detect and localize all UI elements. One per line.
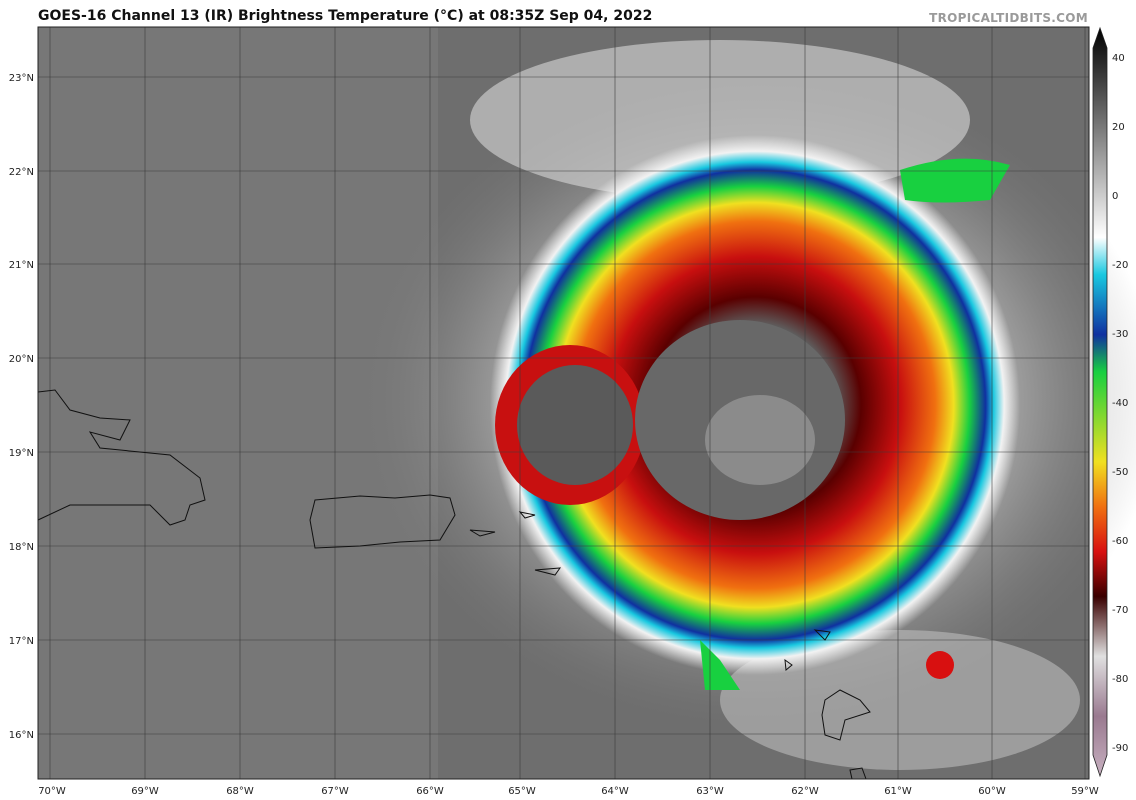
lat-label: 16°N xyxy=(9,730,34,741)
colorbar-tick-label: -80 xyxy=(1112,674,1128,685)
guadeloupe xyxy=(821,689,871,741)
colorbar-tick-label: -20 xyxy=(1112,260,1128,271)
lon-label: 68°W xyxy=(226,786,254,797)
lon-label: 66°W xyxy=(416,786,444,797)
colorbar-tick-label: -50 xyxy=(1112,467,1128,478)
graticule xyxy=(38,27,1089,779)
lon-label: 67°W xyxy=(321,786,349,797)
colorbar-tick-label: -70 xyxy=(1112,605,1128,616)
colorbar-tick-label: -60 xyxy=(1112,536,1128,547)
lat-label: 19°N xyxy=(9,448,34,459)
puerto-rico-coast xyxy=(309,494,456,549)
colorbar-tick-label: -40 xyxy=(1112,398,1128,409)
lon-label: 64°W xyxy=(601,786,629,797)
virgin-islands xyxy=(469,511,536,537)
storm-convection xyxy=(490,135,1020,690)
antigua xyxy=(813,629,831,641)
latitude-labels: 23°N 22°N 21°N 20°N 19°N 18°N 17°N 16°N xyxy=(9,73,34,741)
storm-core-bright xyxy=(705,395,815,485)
colorbar: 40 20 0 -20 -30 -40 -50 -60 -70 -80 -90 xyxy=(1092,26,1128,778)
cell-east xyxy=(926,651,954,679)
lon-label: 62°W xyxy=(791,786,819,797)
storm-west-core xyxy=(517,365,633,485)
credit-label: TROPICALTIDBITS.COM xyxy=(929,11,1088,25)
lon-label: 59°W xyxy=(1071,786,1099,797)
lon-label: 65°W xyxy=(508,786,536,797)
lat-label: 22°N xyxy=(9,167,34,178)
lat-label: 17°N xyxy=(9,636,34,647)
lat-label: 18°N xyxy=(9,542,34,553)
colorbar-tick-label: -30 xyxy=(1112,329,1128,340)
storm-feeder-ne xyxy=(900,158,1010,203)
colorbar-tick-label: -90 xyxy=(1112,743,1128,754)
lon-label: 69°W xyxy=(131,786,159,797)
st-croix xyxy=(534,567,562,576)
lat-label: 20°N xyxy=(9,354,34,365)
colorbar-body xyxy=(1092,26,1108,778)
montserrat xyxy=(784,658,793,671)
lon-label: 63°W xyxy=(696,786,724,797)
lat-label: 21°N xyxy=(9,260,34,271)
hispaniola-coast xyxy=(37,389,206,526)
longitude-labels: 70°W 69°W 68°W 67°W 66°W 65°W 64°W 63°W … xyxy=(38,786,1099,797)
map-title: GOES-16 Channel 13 (IR) Brightness Tempe… xyxy=(38,8,653,24)
lon-label: 61°W xyxy=(884,786,912,797)
colorbar-tick-label: 20 xyxy=(1112,122,1125,133)
map-frame xyxy=(37,26,1090,780)
colorbar-tick-label: 0 xyxy=(1112,191,1118,202)
colorbar-tick-label: 40 xyxy=(1112,53,1125,64)
lon-label: 70°W xyxy=(38,786,66,797)
coastlines xyxy=(37,389,871,780)
lat-label: 23°N xyxy=(9,73,34,84)
lon-label: 60°W xyxy=(978,786,1006,797)
